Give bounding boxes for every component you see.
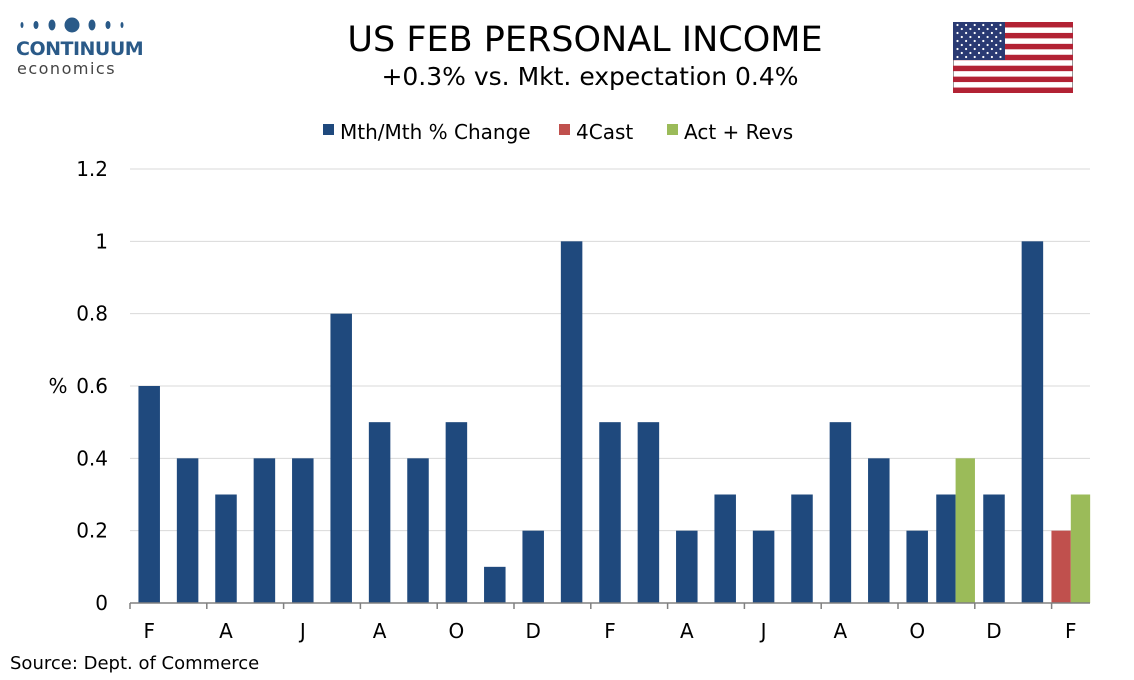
y-tick-label: 0 [95,591,108,615]
bar-aug-18 [829,422,852,603]
y-axis-label: % [48,374,67,398]
x-tick-label: D [525,619,540,643]
legend-swatch [323,124,334,135]
bar-apr-14 [676,530,698,603]
bar-sep-7 [407,458,429,603]
bar-may-15 [714,494,736,603]
bar-jun-16 [752,530,775,603]
bar-sep-19 [868,458,890,603]
bar-mar-13 [637,422,660,603]
x-tick-label: O [909,619,925,643]
source-note: Source: Dept. of Commerce [10,653,260,674]
bar-feb-24-s2 [1070,494,1091,603]
bar-oct-8 [445,422,468,603]
bar-jun-4 [292,458,314,603]
bar-may-3 [253,458,276,603]
x-tick-label: F [1065,619,1077,643]
y-tick-label: 0.4 [76,446,108,470]
y-tick-label: 0.2 [76,519,108,543]
x-tick-label: J [759,619,767,643]
x-tick-label: F [143,619,155,643]
y-tick-label: 0.6 [76,374,108,398]
bar-oct-20 [906,530,928,603]
logo-subtitle: economics [17,59,117,78]
bar-jan-23 [1021,241,1044,604]
legend-swatch [559,124,570,135]
bar-jan-11 [560,241,583,604]
us-flag-icon [953,22,1073,93]
bar-mar-1 [176,458,199,603]
chart-subtitle: +0.3% vs. Mkt. expectation 0.4% [381,62,799,91]
bar-dec-22 [983,494,1005,603]
legend-label: Act + Revs [684,120,793,144]
x-tick-label: O [449,619,465,643]
x-tick-label: A [219,619,233,643]
x-tick-label: A [834,619,848,643]
x-tick-label: F [604,619,616,643]
chart-title: US FEB PERSONAL INCOME [347,20,823,60]
bar-jul-5 [330,313,352,603]
y-tick-label: 0.8 [76,302,108,326]
bar-jul-17 [791,494,813,603]
y-tick-label: 1.2 [76,157,108,181]
bar-apr-2 [215,494,237,603]
legend-label: Mth/Mth % Change [340,120,531,144]
bar-nov-21-s0 [936,494,956,603]
y-tick-label: 1 [95,229,108,253]
x-tick-label: D [986,619,1001,643]
bar-nov-21-s2 [955,458,975,603]
bar-aug-6 [368,422,391,603]
legend-swatch [667,124,678,135]
bar-nov-9 [484,566,506,603]
bar-feb-24-s1 [1051,530,1071,603]
x-tick-label: J [298,619,306,643]
logo-name: CONTINUUM [16,38,144,60]
x-tick-label: A [680,619,694,643]
company-logo: CONTINUUM economics [12,14,144,78]
bar-feb-12 [599,422,621,603]
bar-dec-10 [522,530,544,603]
x-tick-label: A [373,619,387,643]
bar-feb-0 [138,386,160,603]
logo-dots-icon [20,17,124,33]
legend-label: 4Cast [576,120,633,144]
